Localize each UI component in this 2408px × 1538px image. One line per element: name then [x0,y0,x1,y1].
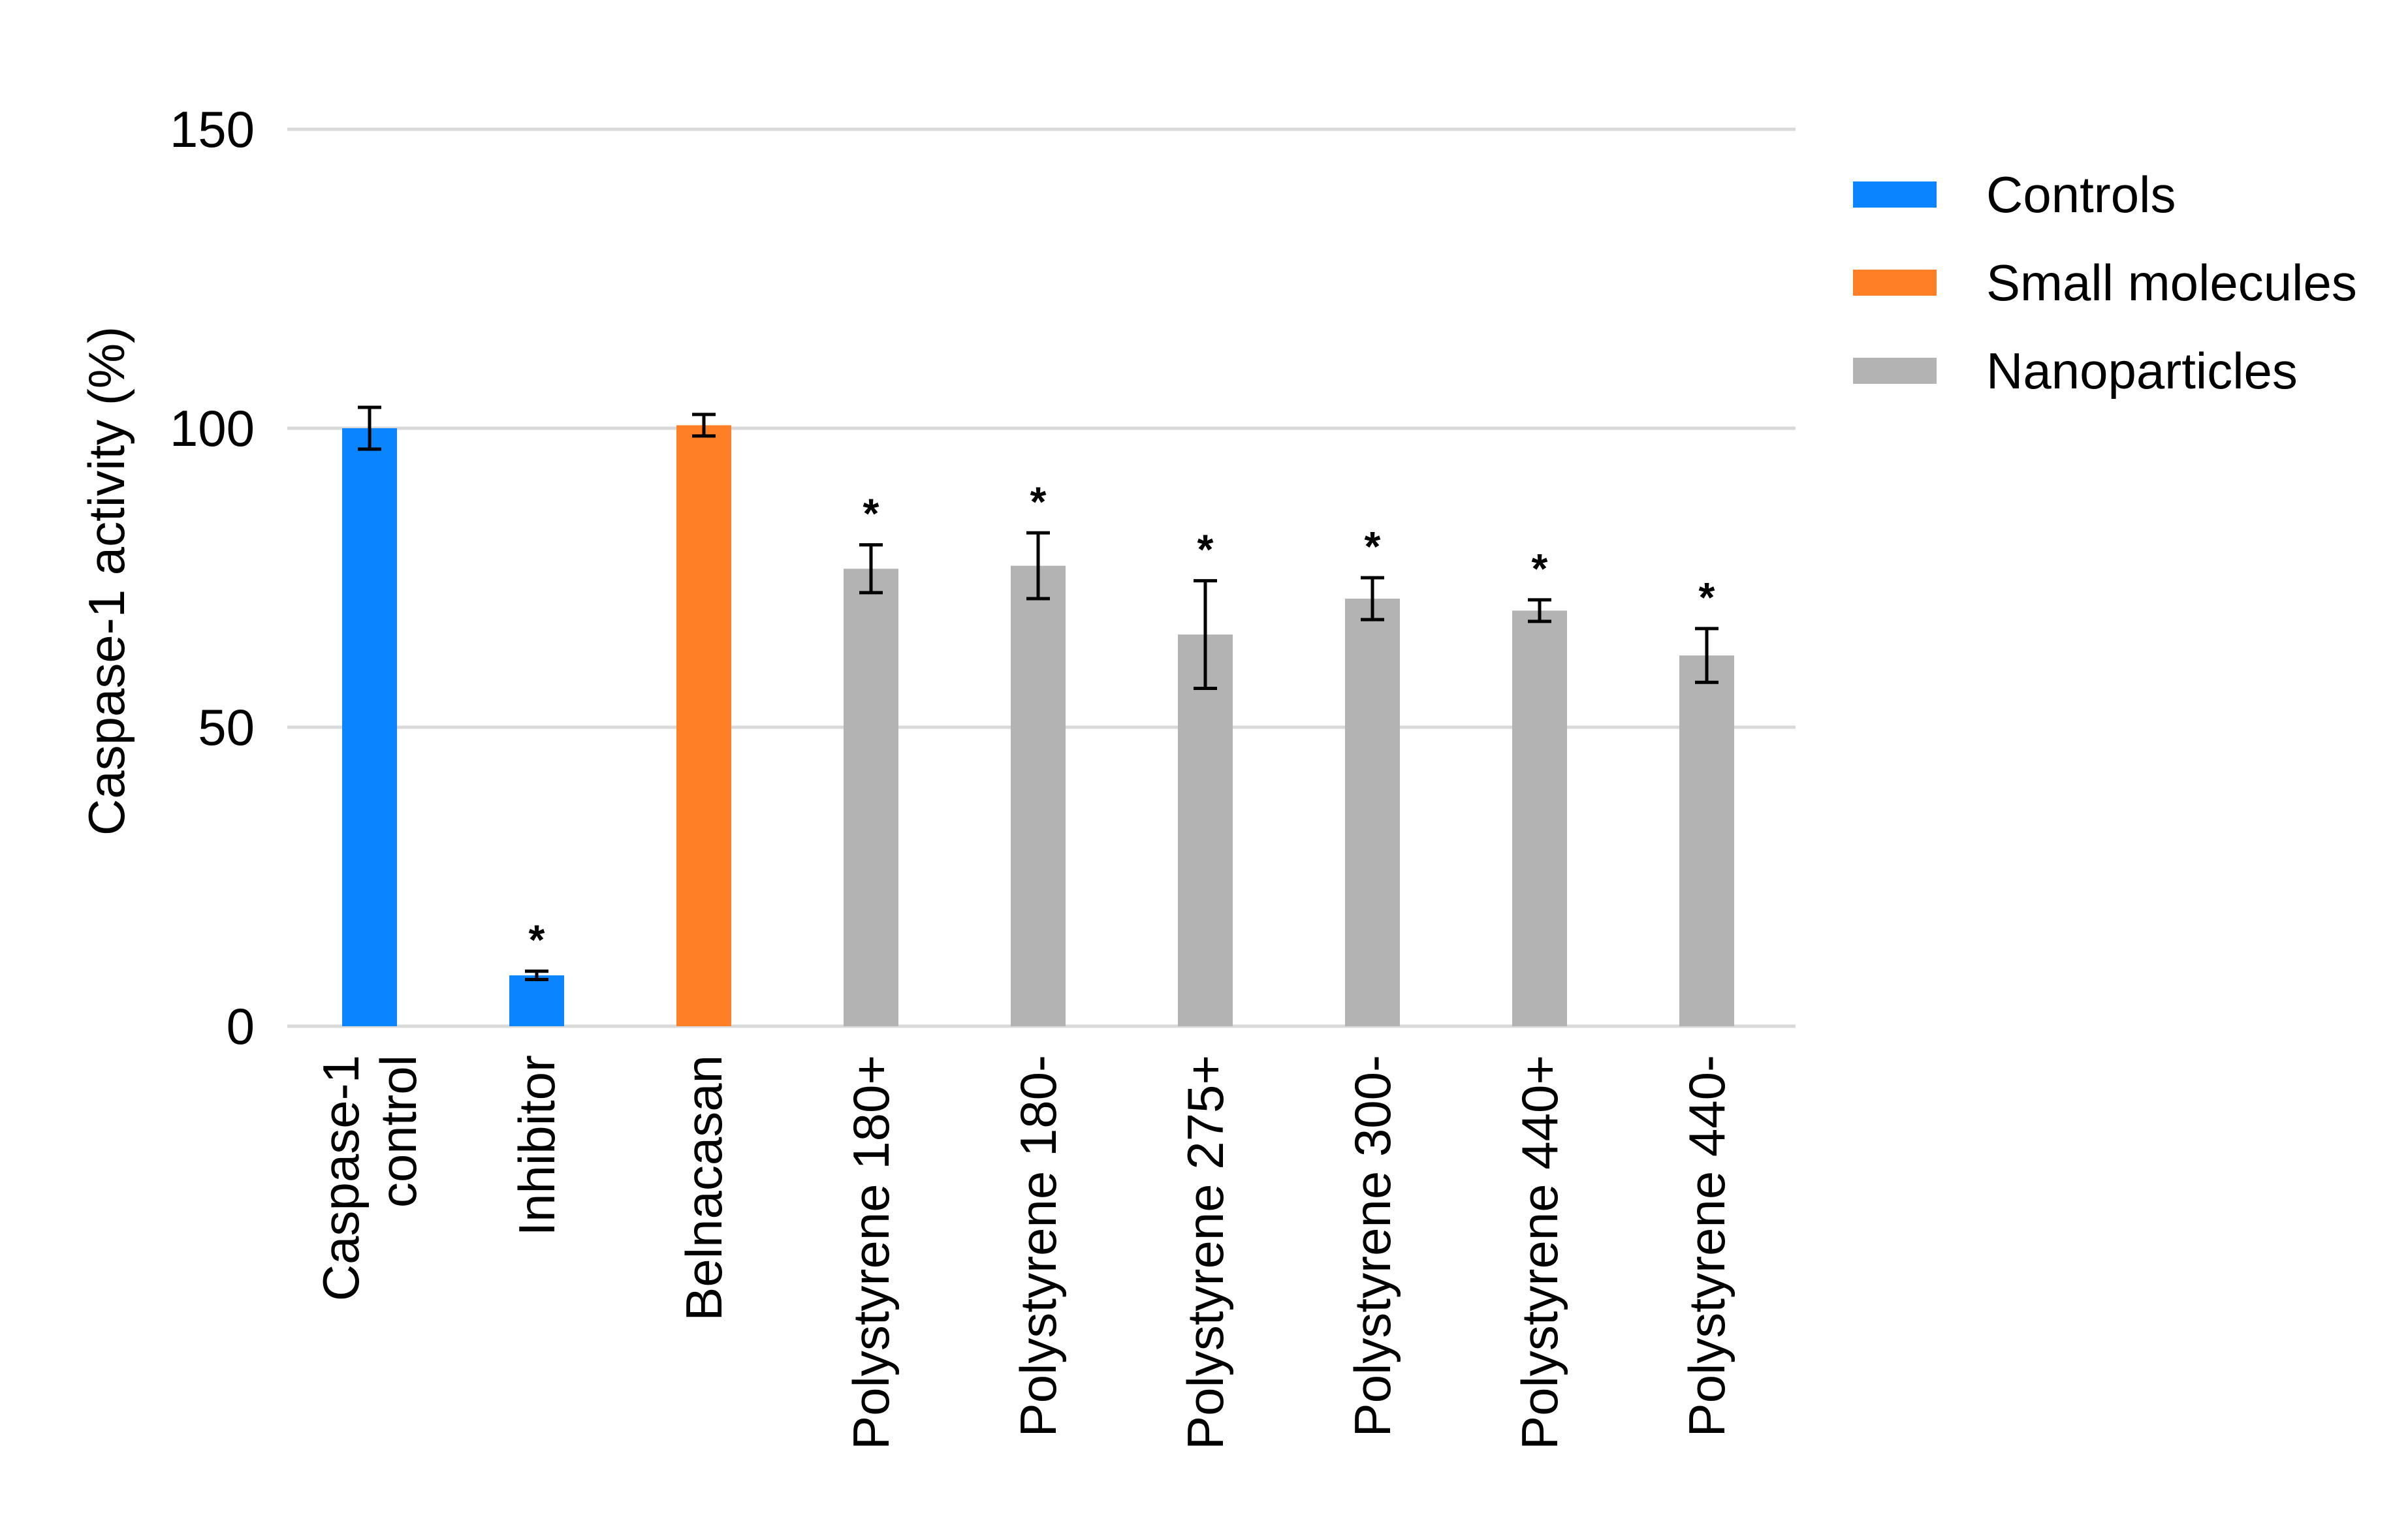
significance-asterisk: * [529,917,545,964]
error-bar [1194,579,1217,690]
legend-swatch [1853,358,1937,384]
x-category-label: Inhibitor [508,1055,565,1236]
error-bar [1361,576,1384,621]
significance-asterisk: * [1365,523,1381,570]
error-bar [692,413,716,438]
svg-text:Polystyrene 275+: Polystyrene 275+ [1177,1055,1234,1450]
legend-swatch [1853,181,1937,208]
y-tick-label: 150 [170,101,255,158]
y-tick-label: 0 [227,997,255,1055]
legend: Controls Small molecules Nanoparticles [1853,166,2357,400]
bar [1679,655,1734,1026]
error-bar [1528,598,1551,623]
significance-asterisk: * [1532,545,1548,592]
x-category-label: Polystyrene 180- [1009,1055,1067,1437]
error-bar [1695,627,1719,684]
svg-text:Inhibitor: Inhibitor [508,1055,565,1236]
y-axis-title: Caspase-1 activity (%) [78,326,135,836]
bar [1512,610,1567,1026]
legend-item: Controls [1853,166,2176,223]
x-category-label: Polystyrene 300- [1344,1055,1401,1437]
svg-text:control: control [370,1055,427,1208]
y-axis-ticks: 0 50 100 150 [170,101,255,1055]
y-tick-label: 50 [198,698,255,756]
bar [1345,599,1400,1026]
legend-label: Small molecules [1986,254,2357,311]
significance-asterisk: * [1699,574,1715,621]
y-tick-label: 100 [170,400,255,457]
svg-text:Polystyrene 440+: Polystyrene 440+ [1511,1055,1568,1450]
bar [509,975,564,1026]
error-bar [1026,531,1050,601]
svg-text:Polystyrene 180-: Polystyrene 180- [1009,1055,1067,1437]
legend-swatch [1853,270,1937,296]
x-category-label: Polystyrene 180+ [842,1055,900,1450]
svg-text:Polystyrene 440-: Polystyrene 440- [1678,1055,1735,1437]
error-bars [358,405,1719,982]
bar [844,569,898,1026]
svg-text:Polystyrene 180+: Polystyrene 180+ [842,1055,900,1450]
bar [1011,565,1066,1026]
bars [342,425,1734,1026]
bar [342,428,397,1026]
svg-text:Belnacasan: Belnacasan [675,1055,733,1321]
significance-asterisk: * [863,490,879,537]
svg-text:Polystyrene 300-: Polystyrene 300- [1344,1055,1401,1437]
x-category-label: Polystyrene 440- [1678,1055,1735,1437]
x-category-label: Belnacasan [675,1055,733,1321]
error-bar [525,969,548,982]
x-category-label: Polystyrene 440+ [1511,1055,1568,1450]
significance-asterisk: * [1030,478,1047,525]
x-category-label: Polystyrene 275+ [1177,1055,1234,1450]
bar [1178,635,1233,1026]
significance-marks: * * * * * * * [529,478,1715,963]
svg-text:Caspase-1: Caspase-1 [312,1055,370,1301]
legend-label: Nanoparticles [1986,342,2298,400]
error-bar [859,543,883,595]
significance-asterisk: * [1197,526,1214,573]
bar [676,425,731,1026]
x-axis-categories: Caspase-1 control Inhibitor Belnacasan Polys… [312,1055,1735,1450]
error-bar [358,405,381,451]
legend-item: Small molecules [1853,254,2357,311]
legend-label: Controls [1986,166,2176,223]
legend-item: Nanoparticles [1853,342,2298,400]
x-category-label: Caspase-1 control [312,1055,427,1301]
